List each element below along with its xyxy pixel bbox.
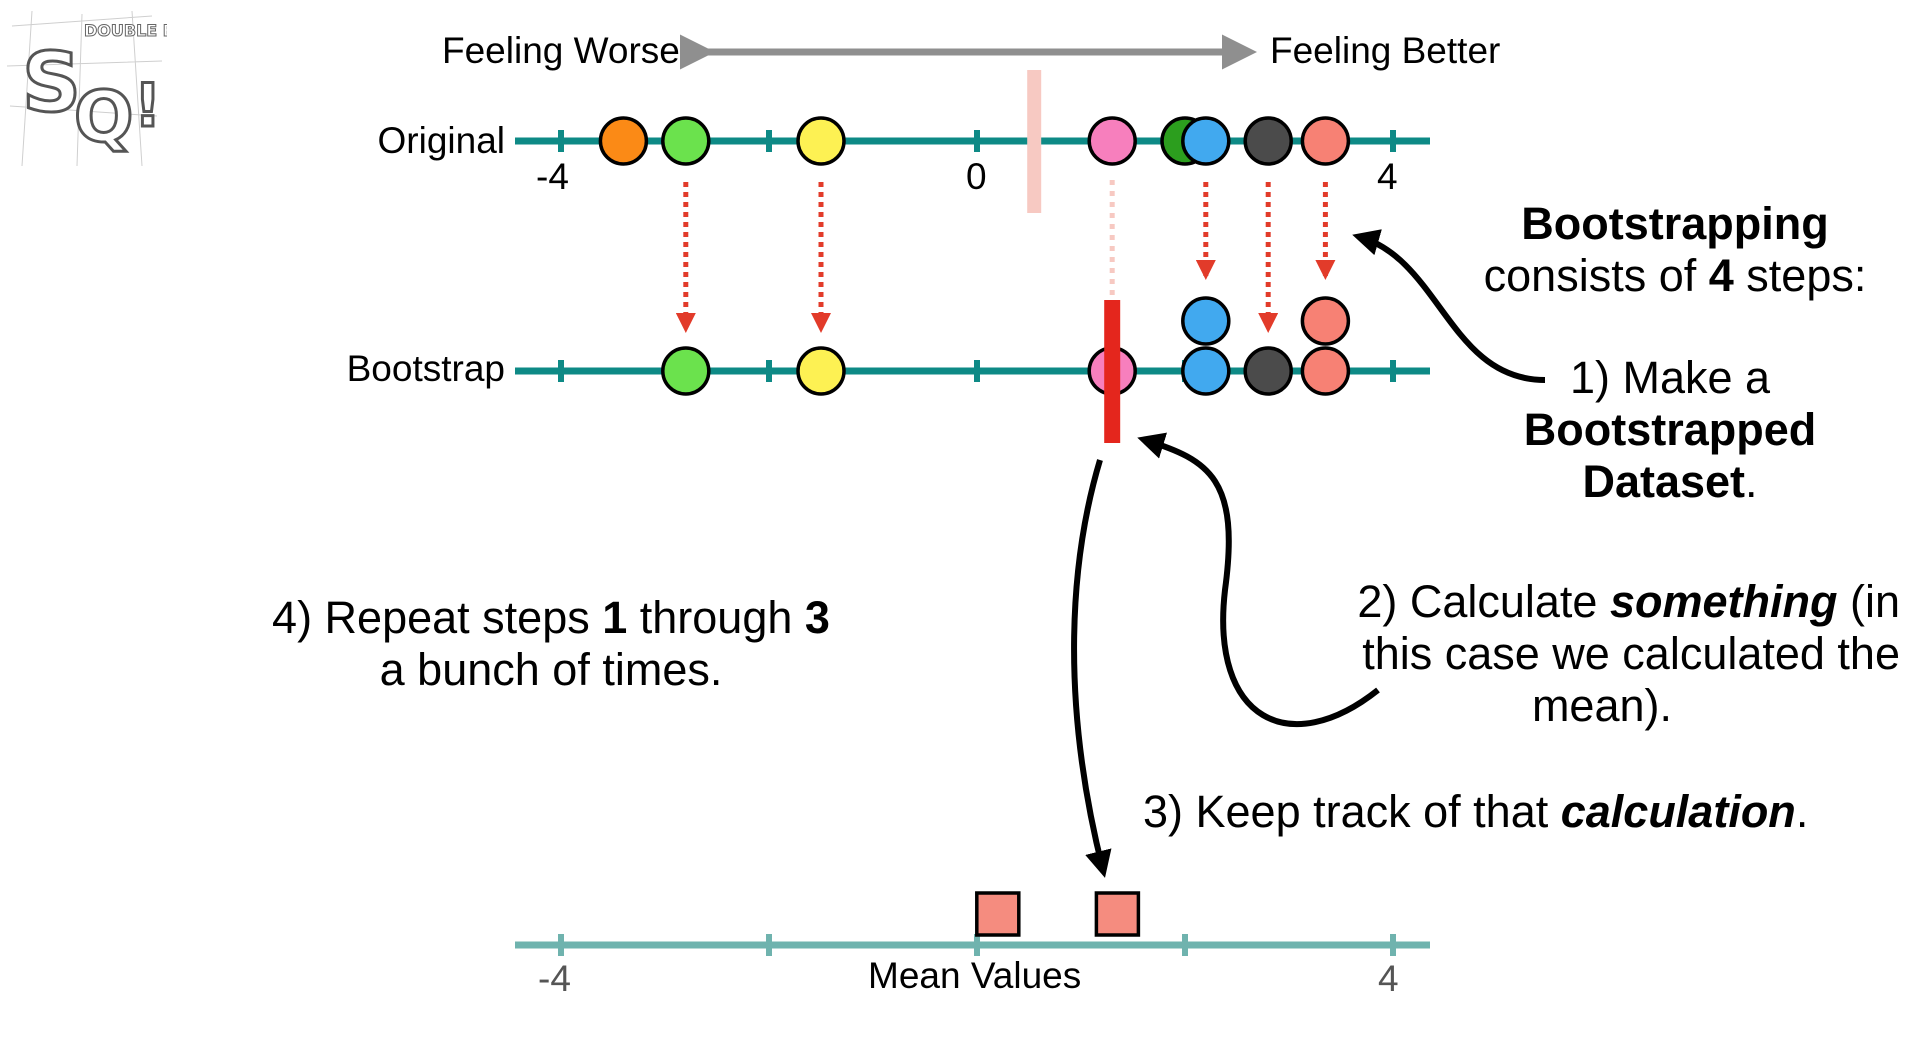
intro-text: Bootstrapping consists of 4 steps:	[1440, 198, 1910, 302]
original-green-point	[661, 116, 711, 166]
step4-n1: 1	[602, 592, 628, 643]
bootstrap-salmon-point	[1300, 346, 1351, 396]
mean-value-square	[1094, 891, 1141, 937]
step3-b: .	[1795, 786, 1809, 837]
bootstrap-row-label: Bootstrap	[346, 348, 505, 389]
step2-c: this case we calculated the	[1362, 628, 1900, 679]
step3-curved-arrow	[1071, 459, 1112, 878]
bootstrap-mean-marker	[1104, 300, 1121, 443]
tick-label-0: 0	[966, 156, 987, 197]
svg-text:S: S	[22, 36, 81, 131]
svg-text:DOUBLE BAM!!: DOUBLE BAM!!	[84, 21, 167, 40]
bootstrap-yellow-point	[796, 346, 846, 396]
feeling-worse-label: Feeling Worse	[442, 30, 680, 71]
tick-label-minus4: -4	[536, 156, 569, 197]
step1-text: 1) Make a Bootstrapped Dataset.	[1490, 352, 1850, 508]
statquest-logo-icon: S Q ! DOUBLE BAM!!	[6, 10, 167, 167]
original-salmon-point	[1300, 116, 1351, 166]
bootstrap-salmon-point	[1300, 296, 1351, 346]
svg-text:!: !	[134, 71, 161, 141]
tick-label-4: 4	[1377, 156, 1398, 197]
step2-a: 2) Calculate	[1357, 576, 1610, 627]
step3-text: 3) Keep track of that calculation.	[1143, 786, 1808, 838]
step2-d: mean).	[1531, 680, 1672, 731]
step2-em: something	[1609, 576, 1838, 627]
feeling-better-label: Feeling Better	[1270, 30, 1501, 71]
step4-n2: 3	[804, 592, 830, 643]
mean-axis-tick-minus4: -4	[538, 958, 571, 999]
mean-axis-tick-4: 4	[1378, 958, 1399, 999]
step1-period: .	[1745, 456, 1758, 507]
original-pink-point	[1087, 116, 1137, 166]
step1-curved-arrow	[1352, 229, 1546, 383]
original-orange-point	[598, 116, 649, 166]
svg-text:Q: Q	[74, 76, 134, 158]
step3-a: 3) Keep track of that	[1143, 786, 1561, 837]
bootstrap-dark-gray-point	[1243, 346, 1293, 396]
intro-rest-b: steps:	[1733, 250, 1867, 301]
original-dark-gray-point	[1243, 116, 1293, 166]
original-mean-marker	[1027, 70, 1042, 213]
step2-curved-arrow	[1137, 432, 1380, 728]
original-row-label: Original	[377, 120, 506, 161]
step3-em: calculation	[1560, 786, 1796, 837]
step1-line-b: Bootstrapped	[1523, 404, 1817, 455]
step1-line-c: Dataset	[1582, 456, 1746, 507]
mean-value-square	[975, 891, 1021, 937]
bootstrap-blue-point	[1181, 346, 1231, 396]
original-blue-point	[1181, 116, 1231, 166]
step4-text: 4) Repeat steps 1 through 3 a bunch of t…	[236, 592, 866, 696]
step2-text: 2) Calculate something (in this case we …	[1260, 576, 1900, 732]
intro-bold: Bootstrapping	[1521, 198, 1829, 249]
step4-c: a bunch of times.	[379, 644, 723, 695]
step2-b: (in	[1837, 576, 1900, 627]
bootstrap-green-point	[661, 346, 711, 396]
intro-num: 4	[1708, 250, 1734, 301]
step1-line-a: 1) Make a	[1569, 352, 1771, 403]
bootstrap-blue-point	[1181, 296, 1231, 346]
step4-b: through	[627, 592, 805, 643]
original-yellow-point	[796, 116, 846, 166]
mean-values-label: Mean Values	[868, 955, 1082, 996]
intro-rest-a: consists of	[1483, 250, 1709, 301]
step4-a: 4) Repeat steps	[272, 592, 603, 643]
